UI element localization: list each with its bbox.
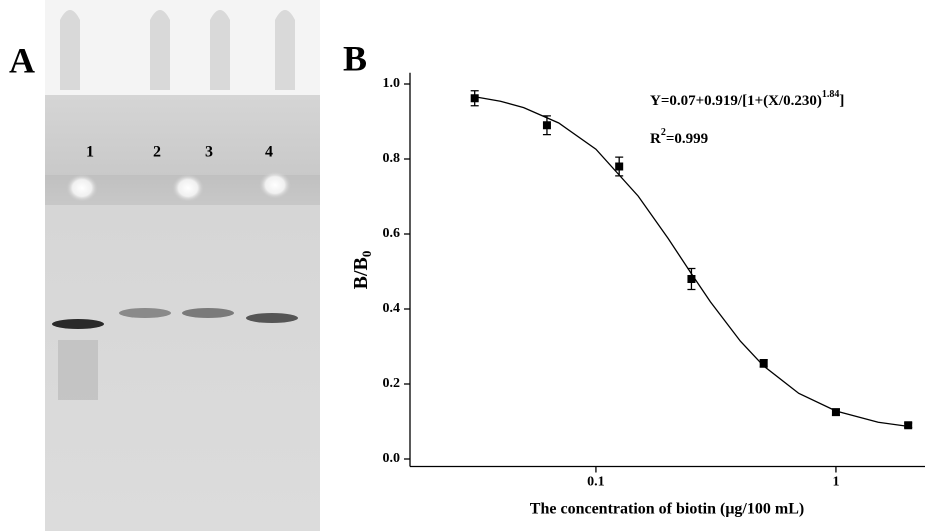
y-tick-label: 0.2 bbox=[383, 376, 401, 391]
r-squared: R2=0.999 bbox=[650, 127, 708, 147]
point bbox=[542, 121, 551, 130]
lane-label: 2 bbox=[153, 144, 161, 161]
y-tick-label: 0.8 bbox=[383, 151, 401, 166]
x-tick-label: 0.1 bbox=[587, 475, 605, 490]
r2-end: =0.999 bbox=[666, 131, 708, 147]
y-tick-label: 0.6 bbox=[383, 226, 401, 241]
point bbox=[470, 94, 479, 103]
gel-spot bbox=[172, 174, 204, 202]
y-label-sub: 0 bbox=[359, 251, 374, 258]
gel-image bbox=[45, 0, 320, 531]
gel-band bbox=[246, 313, 298, 323]
gel-spot bbox=[66, 174, 98, 202]
y-label-text: B/B bbox=[350, 257, 372, 289]
lane-label: 4 bbox=[265, 144, 273, 161]
equation-text: Y=0.07+0.919/[1+(X/0.230) bbox=[650, 93, 822, 109]
point bbox=[687, 275, 696, 283]
y-tick-label: 1.0 bbox=[383, 76, 401, 91]
point bbox=[904, 421, 913, 430]
y-tick-label: 0.0 bbox=[383, 451, 401, 466]
point bbox=[615, 162, 624, 171]
gel-band bbox=[52, 319, 104, 329]
point bbox=[831, 408, 840, 417]
gel-top bbox=[45, 0, 320, 95]
gel-band bbox=[182, 308, 234, 318]
gel-band bbox=[119, 308, 171, 318]
panel-label: A bbox=[9, 40, 35, 80]
r2-sup: 2 bbox=[661, 127, 666, 138]
y-axis-label: B/B0 bbox=[350, 251, 374, 290]
r2-text: R bbox=[650, 131, 661, 147]
lane-label: 1 bbox=[86, 144, 94, 161]
lane-labels: 1 2 3 4 bbox=[86, 144, 273, 161]
plot: 0.0 0.2 0.4 0.6 0.8 1.0 0.1 1 bbox=[383, 72, 925, 490]
lane-label: 3 bbox=[205, 144, 213, 161]
equation-sup: 1.84 bbox=[822, 89, 840, 100]
equation-end: ] bbox=[839, 93, 844, 109]
y-tick-label: 0.4 bbox=[383, 301, 401, 316]
point bbox=[759, 359, 768, 368]
x-axis-label: The concentration of biotin (μg/100 mL) bbox=[530, 501, 804, 518]
panel-label: B bbox=[343, 38, 367, 78]
gel-smear bbox=[58, 340, 98, 400]
equation: Y=0.07+0.919/[1+(X/0.230)1.84] bbox=[650, 89, 844, 109]
gel-spot bbox=[259, 171, 291, 199]
x-tick-label: 1 bbox=[832, 475, 839, 490]
